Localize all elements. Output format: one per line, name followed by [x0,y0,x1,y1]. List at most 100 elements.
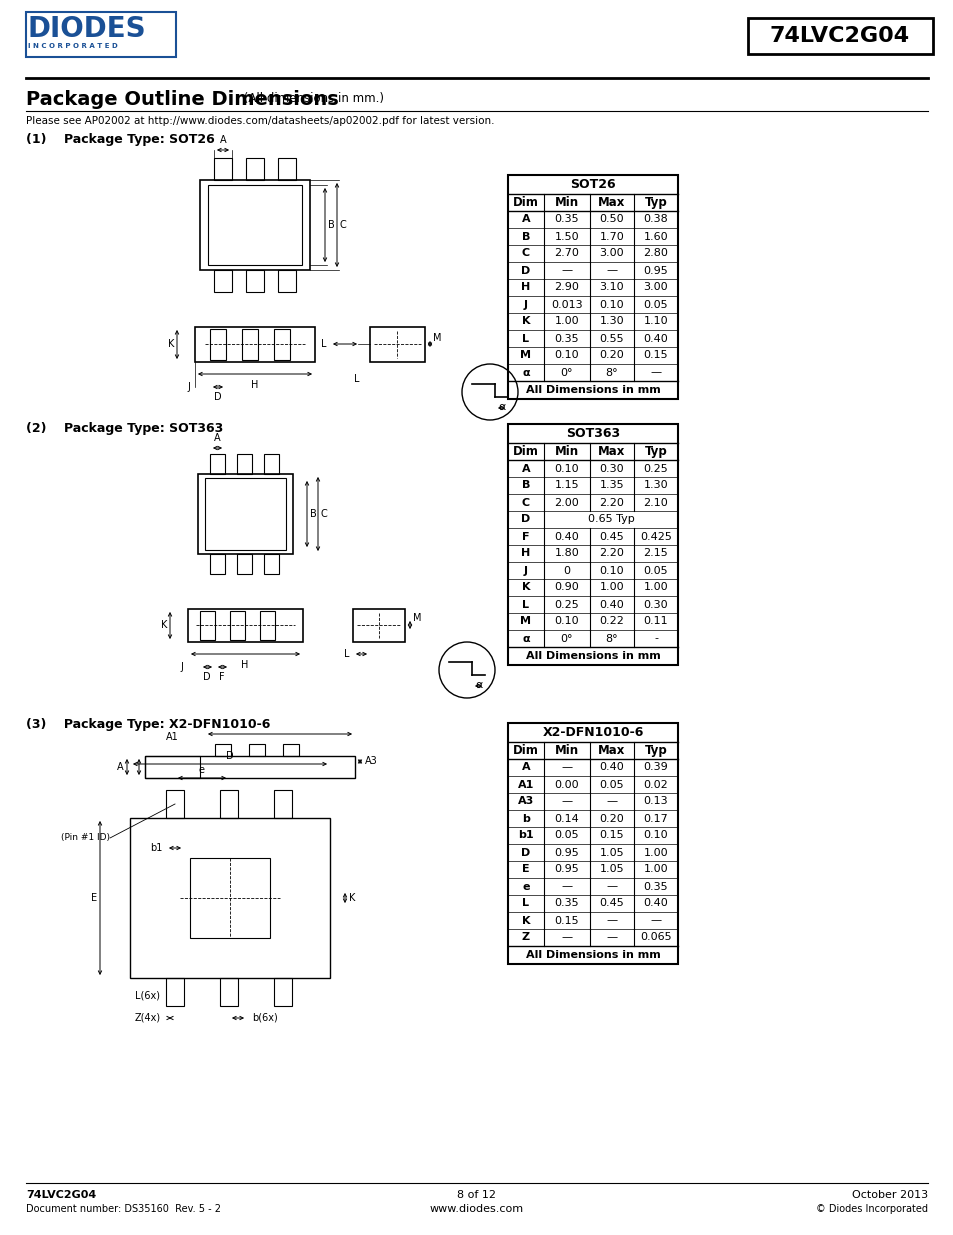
Text: 0.35: 0.35 [554,333,578,343]
Text: 2.10: 2.10 [643,498,668,508]
Text: —: — [561,932,572,942]
Text: 0.45: 0.45 [599,899,623,909]
Bar [220,790,237,818]
Bar [200,611,214,640]
Text: 0.15: 0.15 [643,351,668,361]
Text: H: H [241,659,249,671]
Text: DIODES: DIODES [28,15,147,43]
Bar [353,609,405,642]
Text: 1.00: 1.00 [643,864,668,874]
Text: b: b [521,814,529,824]
Bar [236,454,252,474]
Text: —: — [606,266,617,275]
Bar [507,175,678,399]
Text: α: α [521,634,529,643]
Bar [145,756,355,778]
Text: —: — [561,266,572,275]
Text: 1.05: 1.05 [599,847,623,857]
Text: 74LVC2G04: 74LVC2G04 [769,26,909,46]
Text: —: — [561,762,572,773]
Text: H: H [251,380,258,390]
Bar [274,790,292,818]
Bar [230,611,245,640]
Text: b1: b1 [517,830,534,841]
Text: 0.15: 0.15 [599,830,623,841]
Bar [236,555,252,574]
Text: 0.30: 0.30 [643,599,668,610]
Text: SOT26: SOT26 [570,178,616,191]
Bar [26,12,175,57]
Text: 8°: 8° [605,634,618,643]
Text: 1.05: 1.05 [599,864,623,874]
Text: 0.10: 0.10 [554,463,578,473]
Text: 1.00: 1.00 [554,316,578,326]
Text: H: H [521,548,530,558]
Text: D: D [521,515,530,525]
Text: 1.70: 1.70 [599,231,623,242]
Text: E: E [91,893,97,903]
Bar [277,270,295,291]
Text: 1.30: 1.30 [643,480,668,490]
Text: Max: Max [598,196,625,209]
Text: 2.00: 2.00 [554,498,578,508]
Bar [274,978,292,1007]
Text: D: D [226,751,233,761]
Text: I N C O R P O R A T E D: I N C O R P O R A T E D [28,43,117,49]
Text: 1.80: 1.80 [554,548,578,558]
Text: H: H [521,283,530,293]
Text: 3.00: 3.00 [599,248,623,258]
Text: 0.35: 0.35 [643,882,668,892]
Text: K: K [160,620,167,630]
Text: L(6x): L(6x) [135,990,160,1002]
Text: Typ: Typ [644,196,667,209]
Bar [242,329,257,359]
Text: 0.013: 0.013 [551,300,582,310]
Text: 0.05: 0.05 [554,830,578,841]
Text: K: K [521,583,530,593]
Text: 0.55: 0.55 [599,333,623,343]
Text: 1.15: 1.15 [554,480,578,490]
Text: 8°: 8° [605,368,618,378]
Text: E: E [521,864,529,874]
Text: D: D [214,391,222,403]
Text: —: — [606,915,617,925]
Text: A: A [213,433,220,443]
Text: K: K [168,338,173,350]
Text: A: A [521,463,530,473]
Bar [205,478,286,550]
Text: -: - [654,634,658,643]
Text: B: B [521,480,530,490]
Text: b(6x): b(6x) [252,1013,277,1023]
Text: C: C [521,498,530,508]
Text: K: K [521,316,530,326]
Text: 0.00: 0.00 [554,779,578,789]
Bar [145,756,200,778]
Text: 1.00: 1.00 [643,847,668,857]
Bar [214,743,231,756]
Text: Dim: Dim [513,445,538,458]
Text: 3.10: 3.10 [599,283,623,293]
Text: B: B [328,220,335,230]
Text: M: M [520,616,531,626]
Text: L: L [344,650,350,659]
Text: 0.20: 0.20 [599,814,623,824]
Text: Min: Min [555,743,578,757]
Text: L: L [522,333,529,343]
Text: A: A [219,135,226,144]
Text: 0.05: 0.05 [599,779,623,789]
Text: 1.00: 1.00 [599,583,623,593]
Bar [188,609,303,642]
Text: 2.70: 2.70 [554,248,578,258]
Bar [213,158,232,180]
Text: L: L [522,899,529,909]
Text: J: J [180,662,183,672]
Text: C: C [320,509,328,519]
Bar [130,818,330,978]
Text: L: L [321,338,327,350]
Text: 0.40: 0.40 [643,333,668,343]
Text: 0.065: 0.065 [639,932,671,942]
Text: Please see AP02002 at http://www.diodes.com/datasheets/ap02002.pdf for latest ve: Please see AP02002 at http://www.diodes.… [26,116,494,126]
Text: 2.20: 2.20 [598,498,624,508]
Text: 0.05: 0.05 [643,566,668,576]
Text: 1.60: 1.60 [643,231,668,242]
